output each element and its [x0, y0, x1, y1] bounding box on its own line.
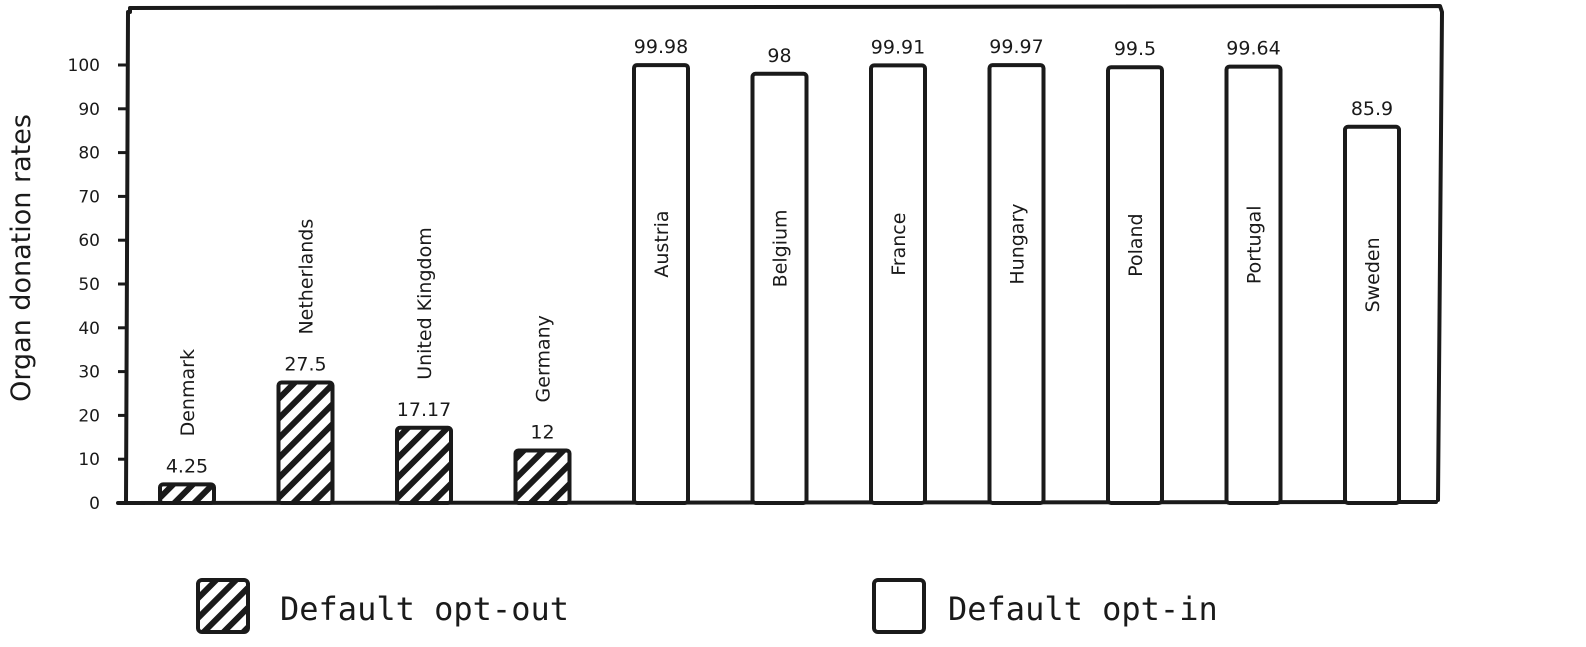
- category-label: Sweden: [1362, 237, 1384, 312]
- y-tick-label: 10: [78, 450, 100, 470]
- bar-poland: [1106, 65, 1164, 505]
- value-labels: 4.25 27.5 17.17 12 99.98 98 99.91 99.97 99.5 99.6…: [166, 36, 1393, 477]
- legend-swatch-opt-in: [872, 578, 926, 634]
- value-label: 4.25: [166, 455, 208, 477]
- bar-united-kingdom: [395, 425, 453, 506]
- value-label: 99.91: [871, 36, 925, 58]
- category-labels: Denmark Netherlands United Kingdom Germany A…: [177, 203, 1384, 436]
- bar-denmark: [158, 482, 216, 506]
- category-label: Netherlands: [296, 219, 318, 335]
- bar-hungary: [987, 63, 1046, 505]
- bar-france: [869, 63, 927, 506]
- category-label: Belgium: [770, 209, 792, 287]
- bar-austria: [632, 63, 690, 506]
- category-label: Poland: [1125, 213, 1147, 276]
- y-axis-label: Organ donation rates: [6, 114, 37, 402]
- y-axis: [124, 10, 130, 505]
- value-label: 85.9: [1351, 98, 1393, 120]
- y-tick-label: 40: [78, 319, 100, 339]
- legend-swatch-opt-out: [196, 578, 250, 634]
- bar-germany: [513, 448, 572, 506]
- value-label: 12: [530, 421, 554, 443]
- category-label: Hungary: [1007, 203, 1029, 284]
- category-label: Portugal: [1244, 205, 1266, 284]
- category-label: United Kingdom: [414, 227, 436, 380]
- bar-portugal: [1224, 64, 1283, 505]
- y-tick-label: 0: [89, 494, 100, 514]
- legend-label-opt-out: Default opt-out: [280, 590, 569, 628]
- category-label: Austria: [651, 210, 673, 277]
- y-ticks: 0 10 20 30 40 50 60 70 80 90 100: [68, 56, 128, 514]
- value-label: 99.64: [1226, 38, 1280, 60]
- y-tick-label: 100: [68, 56, 100, 76]
- bars: [158, 63, 1401, 506]
- y-tick-label: 70: [78, 187, 100, 207]
- value-label: 99.5: [1114, 38, 1156, 60]
- category-label: France: [888, 213, 910, 276]
- value-label: 27.5: [284, 354, 326, 376]
- y-tick-label: 90: [78, 100, 100, 120]
- y-tick-label: 30: [78, 363, 100, 383]
- value-label: 98: [767, 45, 791, 67]
- y-tick-label: 20: [78, 406, 100, 426]
- y-tick-label: 50: [78, 275, 100, 295]
- value-label: 17.17: [397, 399, 451, 421]
- value-label: 99.98: [634, 36, 688, 58]
- legend: Default opt-out Default opt-in: [196, 578, 1218, 634]
- bar-netherlands: [276, 380, 335, 505]
- category-label: Denmark: [177, 349, 199, 436]
- value-label: 99.97: [989, 36, 1043, 58]
- y-tick-label: 80: [78, 144, 100, 164]
- bar-sweden: [1343, 124, 1401, 506]
- bar-belgium: [750, 71, 809, 505]
- category-label: Germany: [533, 315, 555, 402]
- y-tick-label: 60: [78, 231, 100, 251]
- legend-label-opt-in: Default opt-in: [948, 590, 1218, 628]
- plot-frame: [128, 4, 1444, 502]
